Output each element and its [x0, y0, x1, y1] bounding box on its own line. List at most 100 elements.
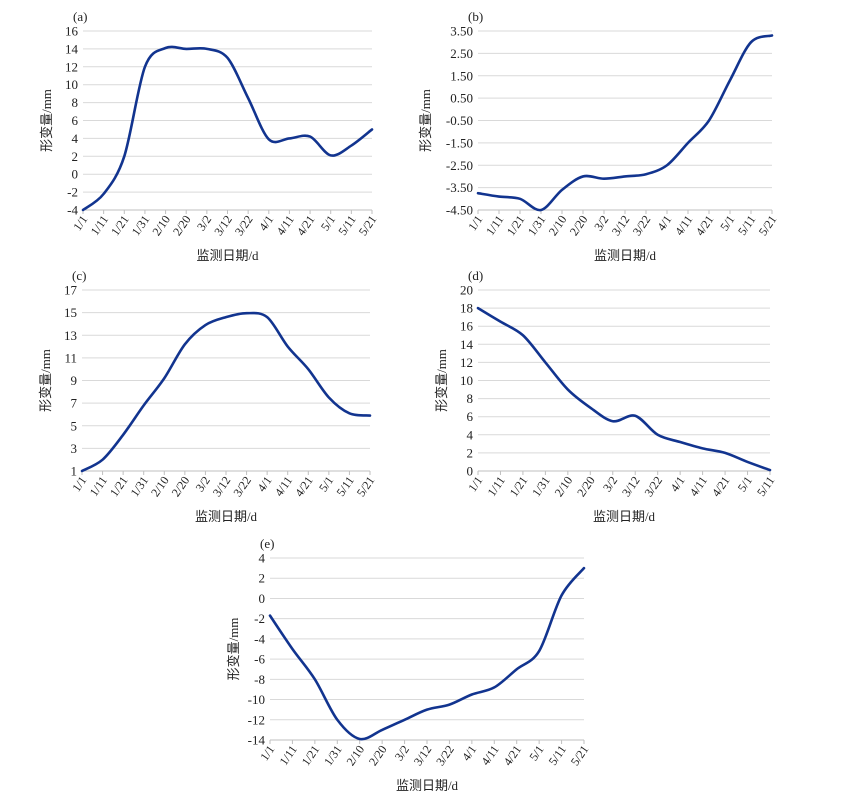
y-tick-label: -0.50	[446, 113, 473, 128]
y-tick-label: 12	[460, 355, 473, 370]
chart-panel-e: -14-12-10-8-6-4-20241/11/111/211/312/102…	[226, 536, 591, 793]
x-tick-label: 2/10	[149, 213, 173, 239]
y-tick-label: 16	[65, 24, 79, 39]
x-axis-label: 监测日期/d	[196, 248, 259, 263]
y-axis-label: 形变量/mm	[226, 618, 241, 681]
x-tick-label: 5/21	[356, 213, 380, 239]
y-tick-label: -10	[248, 692, 265, 707]
x-tick-label: 1/31	[321, 743, 345, 769]
x-tick-label: 3/2	[392, 743, 412, 764]
y-tick-label: 17	[64, 283, 78, 298]
y-tick-label: -4.50	[446, 203, 473, 218]
y-tick-label: 6	[72, 113, 79, 128]
y-tick-label: 5	[71, 418, 78, 433]
y-tick-label: 13	[64, 328, 77, 343]
series-line	[476, 34, 774, 212]
y-tick-label: -2	[254, 611, 265, 626]
x-tick-label: 4/21	[292, 474, 316, 500]
y-tick-label: 2.50	[450, 46, 473, 61]
x-tick-label: 1/21	[504, 213, 528, 239]
x-tick-label: 3/12	[210, 474, 234, 500]
x-tick-label: 1/11	[483, 213, 506, 238]
panel-label: (c)	[72, 268, 86, 283]
y-tick-label: -4	[254, 631, 265, 646]
y-tick-label: 2	[259, 571, 266, 586]
y-tick-label: -6	[254, 652, 265, 667]
x-tick-label: 3/22	[433, 743, 457, 769]
y-tick-label: 12	[65, 59, 78, 74]
x-tick-label: 2/10	[552, 474, 576, 500]
x-tick-label: 5/11	[754, 474, 777, 499]
x-tick-label: 2/20	[170, 213, 194, 239]
x-tick-label: 3/12	[211, 213, 235, 239]
x-tick-label: 4/1	[459, 743, 479, 764]
y-tick-label: 7	[71, 396, 78, 411]
panel-label: (b)	[468, 9, 483, 24]
y-tick-label: -14	[248, 733, 266, 748]
x-axis-label: 监测日期/d	[594, 248, 657, 263]
x-tick-label: 5/1	[735, 474, 755, 495]
x-tick-label: 1/31	[529, 474, 553, 500]
y-tick-label: 6	[467, 409, 474, 424]
x-tick-label: 4/11	[272, 474, 295, 499]
x-tick-label: 3/2	[600, 474, 620, 495]
x-tick-label: 4/11	[672, 213, 695, 238]
x-tick-label: 4/11	[273, 213, 296, 238]
x-tick-label: 3/12	[411, 743, 435, 769]
x-tick-label: 3/22	[230, 474, 254, 500]
y-tick-label: 4	[72, 131, 79, 146]
y-tick-label: 0.50	[450, 91, 473, 106]
series-line	[476, 306, 772, 472]
y-tick-label: 10	[65, 77, 78, 92]
y-tick-label: -12	[248, 712, 265, 727]
x-tick-label: 1/21	[299, 743, 323, 769]
x-tick-label: 4/21	[709, 474, 733, 500]
y-tick-label: 10	[460, 373, 473, 388]
x-tick-label: 3/22	[232, 213, 256, 239]
x-tick-label: 5/11	[735, 213, 758, 238]
y-tick-label: 14	[65, 41, 79, 56]
x-tick-label: 3/12	[619, 474, 643, 500]
x-tick-label: 1/11	[484, 474, 507, 499]
x-tick-label: 2/10	[148, 474, 172, 500]
y-tick-label: 8	[467, 391, 474, 406]
x-tick-label: 4/21	[294, 213, 318, 239]
series-line	[268, 566, 586, 741]
x-tick-label: 1/21	[107, 474, 131, 500]
x-tick-label: 4/21	[693, 213, 717, 239]
y-tick-label: 3	[71, 441, 78, 456]
x-tick-label: 3/22	[630, 213, 654, 239]
y-tick-label: 14	[460, 337, 474, 352]
y-tick-label: -3.50	[446, 180, 473, 195]
x-tick-label: 5/11	[335, 213, 358, 238]
y-tick-label: 0	[72, 167, 79, 182]
y-tick-label: 15	[64, 305, 77, 320]
x-tick-label: 2/20	[169, 474, 193, 500]
y-tick-label: 0	[467, 464, 474, 479]
x-tick-label: 2/20	[567, 213, 591, 239]
y-tick-label: -4	[67, 203, 78, 218]
chart-panel-b: -4.50 -3.50 -2.50 -1.50 -0.50 0.50 1.50 2.50 3.5…	[418, 9, 779, 263]
y-tick-label: 16	[460, 319, 474, 334]
y-tick-label: 18	[460, 301, 473, 316]
x-tick-label: 5/11	[333, 474, 356, 499]
x-tick-label: 1/31	[129, 213, 153, 239]
x-axis-label: 监测日期/d	[195, 509, 258, 524]
x-axis-label: 监测日期/d	[593, 509, 656, 524]
y-tick-label: 1	[71, 464, 78, 479]
x-tick-label: 1/21	[507, 474, 531, 500]
x-tick-label: 5/21	[354, 474, 378, 500]
x-tick-label: 4/1	[667, 474, 687, 495]
series-line	[80, 311, 372, 473]
x-tick-label: 1/11	[88, 213, 111, 238]
y-tick-label: 1.50	[450, 68, 473, 83]
x-tick-label: 5/1	[526, 743, 546, 764]
y-tick-label: 0	[259, 591, 266, 606]
y-tick-label: -8	[254, 672, 265, 687]
x-tick-label: 1/31	[127, 474, 151, 500]
y-tick-label: -2.50	[446, 158, 473, 173]
y-tick-label: 3.50	[450, 24, 473, 39]
x-tick-label: 3/22	[641, 474, 665, 500]
